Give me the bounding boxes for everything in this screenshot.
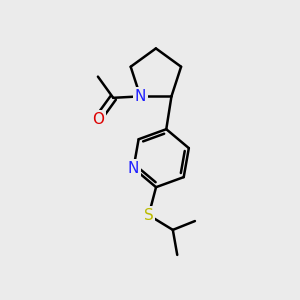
Text: S: S — [144, 208, 154, 223]
Text: N: N — [135, 89, 146, 104]
Text: O: O — [92, 112, 104, 127]
Text: N: N — [128, 161, 139, 176]
